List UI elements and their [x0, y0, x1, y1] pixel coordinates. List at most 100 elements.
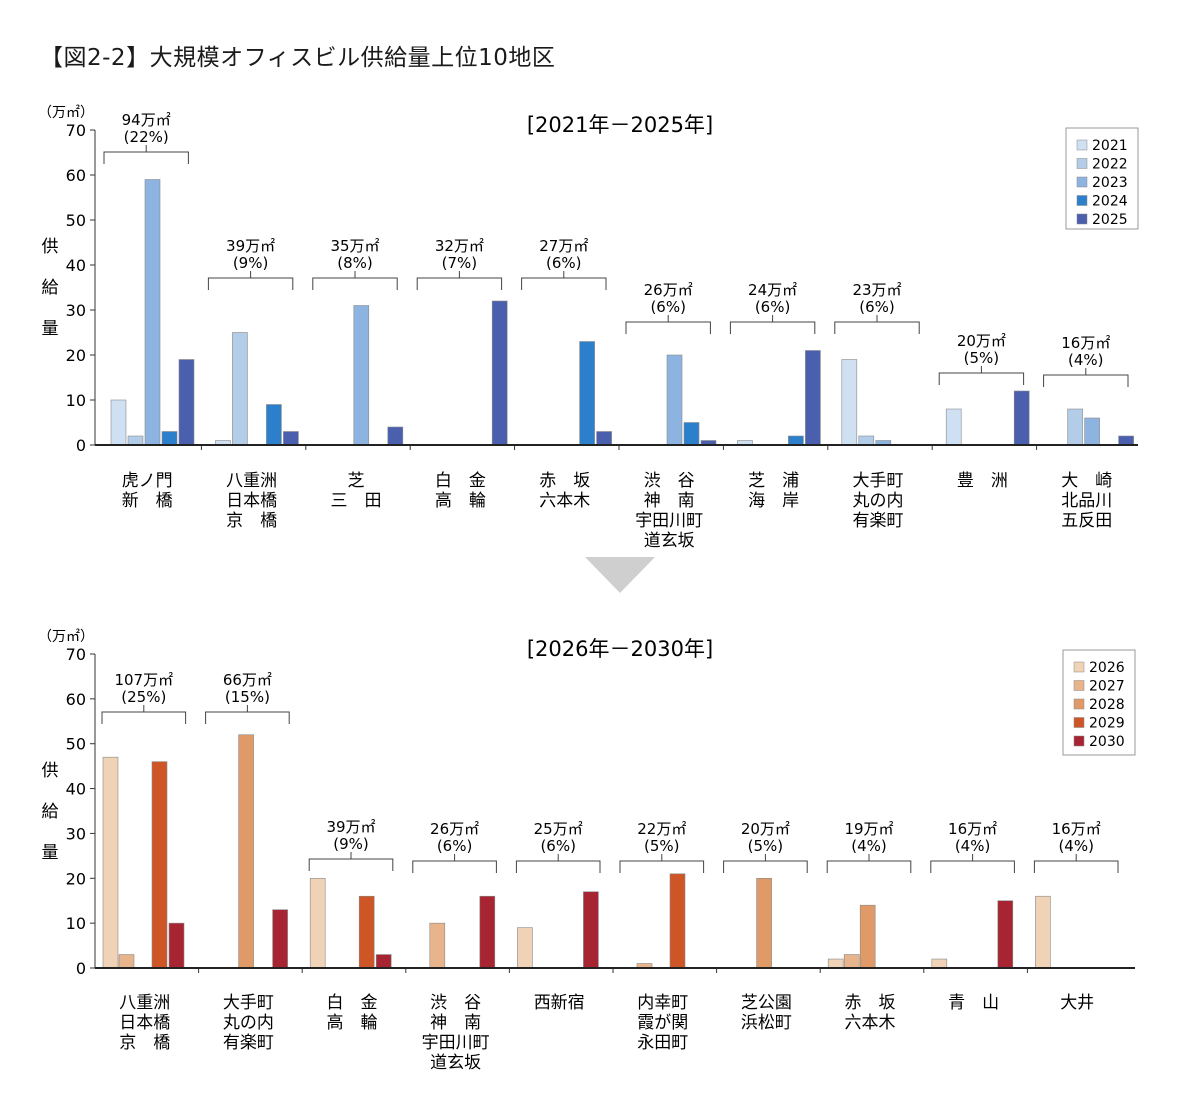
total-bracket: [101, 705, 187, 724]
total-bracket: [308, 852, 394, 871]
bar-2026: [827, 958, 844, 969]
legend: 2021 2022 2023 2024 2025: [1065, 127, 1139, 230]
total-bracket: [207, 271, 294, 290]
y-axis-label-char: 供: [42, 761, 59, 781]
unit-label: （万㎡）: [38, 105, 94, 121]
bar-2027: [843, 954, 860, 969]
x-tick-label: 宇田川町: [422, 1033, 490, 1053]
y-tick-label: 20: [66, 869, 86, 888]
x-tick-label: 六本木: [845, 1013, 896, 1033]
bar-2022: [127, 435, 144, 446]
bar-2026: [1035, 895, 1051, 969]
total-bracket: [312, 271, 398, 290]
chart-title: [2021年－2025年]: [527, 113, 713, 137]
district-total-label: 94万㎡: [122, 111, 171, 129]
x-tick-label: 渋 谷: [644, 471, 695, 491]
x-tick-label: 有楽町: [223, 1033, 274, 1053]
x-tick-label: 日本橋: [226, 491, 277, 511]
y-tick-label: 10: [66, 914, 86, 933]
legend-swatch: [1076, 139, 1088, 151]
bar-2029: [358, 895, 375, 969]
y-tick-label: 0: [76, 959, 86, 978]
x-tick-label: 道玄坂: [644, 531, 695, 551]
district-share-label: (5%): [748, 837, 784, 855]
district-total-label: 22万㎡: [637, 820, 686, 838]
district-share-label: (6%): [650, 298, 686, 316]
legend-label: 2021: [1092, 138, 1128, 154]
bar-2023: [1084, 417, 1100, 446]
bar-2023: [144, 179, 161, 446]
x-tick-label: 神 南: [644, 491, 695, 511]
district-share-label: (4%): [1058, 837, 1094, 855]
district-group: 20万㎡(5%) 豊 洲: [938, 332, 1030, 491]
bar-2025: [178, 359, 195, 446]
bar-2024: [579, 341, 595, 446]
x-tick-label: 浜松町: [741, 1013, 792, 1033]
total-bracket: [619, 854, 705, 873]
district-group: 24万㎡(6%) 芝 浦海 岸: [729, 281, 821, 511]
bar-2027: [118, 954, 135, 969]
x-tick-label: 内幸町: [637, 993, 688, 1013]
district-total-label: 26万㎡: [430, 820, 479, 838]
bar-2021: [945, 408, 962, 446]
legend: 2026 2027 2028 2029 2030: [1062, 649, 1136, 756]
district-total-label: 35万㎡: [330, 237, 379, 255]
legend-swatch: [1076, 176, 1088, 188]
x-tick-label: 道玄坂: [430, 1053, 481, 1073]
x-tick-label: 京 橋: [119, 1033, 170, 1053]
bar-2026: [309, 877, 326, 969]
district-share-label: (6%): [437, 837, 473, 855]
bar-2024: [683, 422, 700, 446]
legend-label: 2029: [1089, 716, 1125, 732]
district-total-label: 20万㎡: [741, 820, 790, 838]
x-tick-label: 日本橋: [119, 1013, 170, 1033]
x-tick-label: 赤 坂: [539, 471, 590, 491]
x-tick-label: 永田町: [637, 1033, 688, 1053]
district-total-label: 23万㎡: [852, 281, 901, 299]
x-tick-label: 神 南: [430, 1013, 481, 1033]
total-bracket: [723, 854, 808, 873]
total-bracket: [515, 854, 601, 873]
bar-2022: [1067, 408, 1083, 446]
district-group: 32万㎡(7%) 白 金高 輪: [416, 237, 508, 511]
total-bracket: [412, 854, 497, 873]
bar-2025: [387, 426, 404, 446]
page-title: 【図2-2】大規模オフィスビル供給量上位10地区: [40, 45, 556, 71]
x-tick-label: 虎ノ門: [122, 471, 173, 491]
bar-2022: [858, 435, 875, 446]
bar-2028: [859, 904, 876, 969]
legend-swatch: [1076, 213, 1088, 225]
chart-title: [2026年－2030年]: [527, 637, 713, 661]
bar-2024: [266, 404, 282, 446]
total-bracket: [521, 271, 607, 290]
x-tick-label: 芝公園: [741, 993, 792, 1013]
x-tick-label: 大井: [1060, 993, 1094, 1013]
x-tick-label: 海 岸: [748, 491, 799, 511]
district-total-label: 19万㎡: [844, 820, 893, 838]
x-tick-label: 芝: [348, 471, 365, 491]
district-total-label: 16万㎡: [948, 820, 997, 838]
x-tick-label: 大手町: [223, 993, 274, 1013]
x-tick-label: 八重洲: [226, 471, 277, 491]
x-tick-label: 八重洲: [119, 993, 170, 1013]
district-share-label: (6%): [755, 298, 791, 316]
bar-2024: [788, 435, 804, 446]
bar-2023: [666, 354, 683, 446]
district-total-label: 26万㎡: [644, 281, 693, 299]
legend-label: 2025: [1092, 212, 1128, 228]
legend-label: 2027: [1089, 679, 1125, 695]
y-tick-label: 50: [66, 735, 86, 754]
y-tick-label: 50: [66, 211, 86, 230]
bar-2027: [429, 922, 446, 969]
total-bracket: [826, 854, 912, 873]
y-axis-label-char: 給: [42, 278, 59, 298]
legend-swatch: [1073, 680, 1085, 691]
down-arrow-icon: [585, 557, 655, 593]
x-tick-label: 豊 洲: [957, 471, 1008, 491]
legend-swatch: [1073, 661, 1085, 673]
